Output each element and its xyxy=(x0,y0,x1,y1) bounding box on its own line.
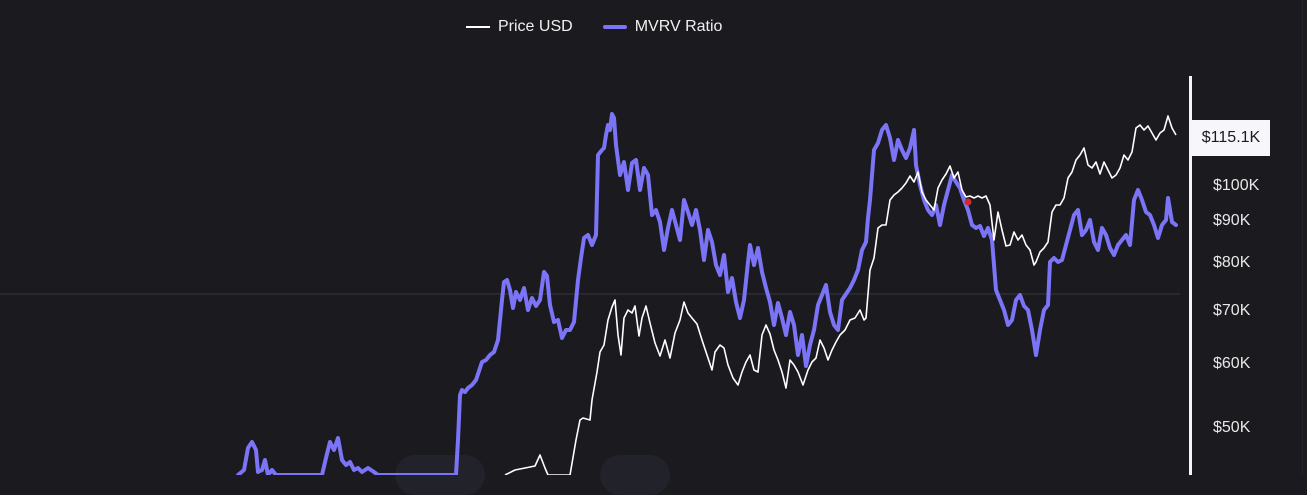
mvrv-line-swatch-icon xyxy=(602,25,627,29)
y-tick-label: $60K xyxy=(1213,355,1251,372)
current-price-tag: $115.1K xyxy=(1192,120,1270,156)
legend-item-mvrv[interactable]: MVRV Ratio xyxy=(602,18,723,36)
chart-plot-area[interactable] xyxy=(0,0,1307,475)
y-tick-label: $80K xyxy=(1213,254,1251,271)
y-tick-label: $100K xyxy=(1213,177,1260,194)
chart-legend: Price USD MVRV Ratio xyxy=(466,18,722,36)
event-marker[interactable] xyxy=(964,198,972,206)
y-tick-label: $50K xyxy=(1213,419,1251,436)
y-tick-label: $70K xyxy=(1213,302,1251,319)
price-usd-line xyxy=(504,115,1177,475)
mvrv-ratio-line xyxy=(236,112,1178,475)
legend-item-price[interactable]: Price USD xyxy=(466,18,573,36)
price-line-swatch-icon xyxy=(466,26,490,28)
y-axis-line xyxy=(1189,76,1192,475)
legend-label-mvrv: MVRV Ratio xyxy=(634,18,723,35)
legend-label-price: Price USD xyxy=(498,18,573,35)
y-tick-label: $90K xyxy=(1213,212,1251,229)
panel-divider xyxy=(1302,0,1303,475)
